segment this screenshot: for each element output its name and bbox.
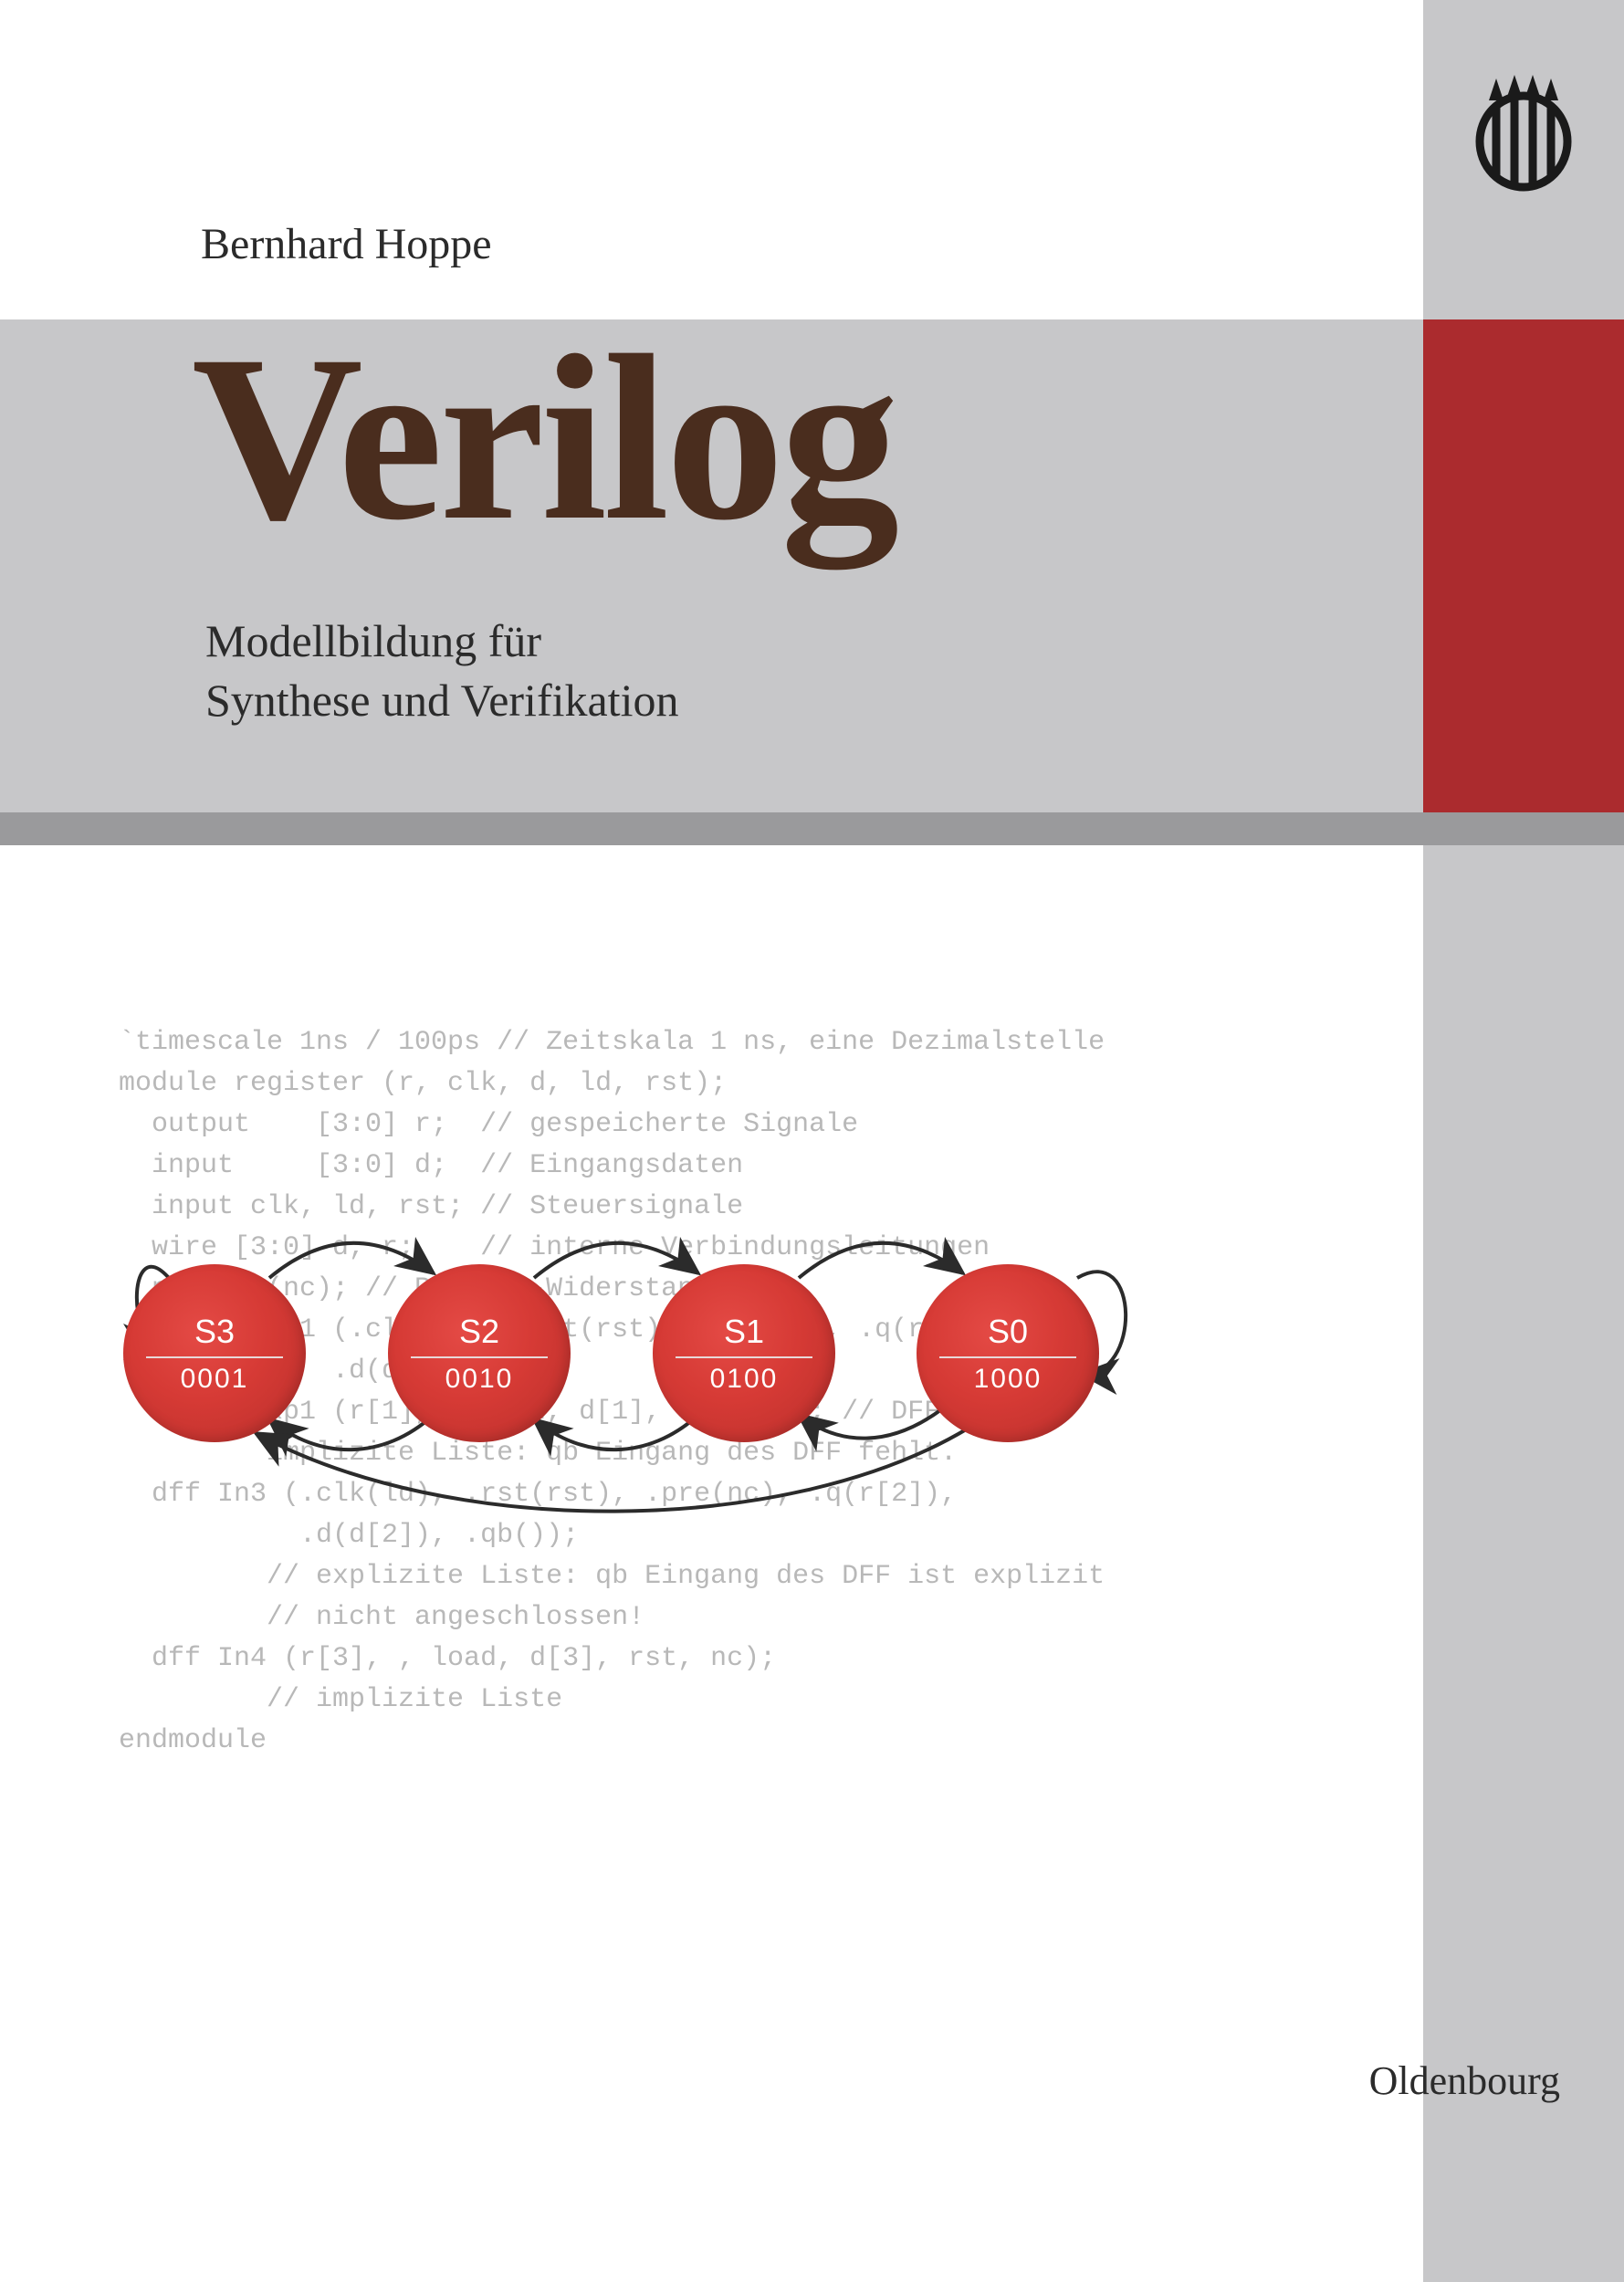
state-s1: S1 0100 xyxy=(653,1264,835,1442)
author-name: Bernhard Hoppe xyxy=(201,219,492,269)
state-divider xyxy=(676,1356,812,1358)
publisher-name: Oldenbourg xyxy=(1369,2057,1560,2104)
state-divider xyxy=(939,1356,1076,1358)
state-label: S2 xyxy=(459,1313,499,1351)
divider-stripe xyxy=(0,812,1624,845)
state-code: 0001 xyxy=(181,1364,249,1395)
subtitle-line-1: Modellbildung für xyxy=(205,615,541,666)
state-divider xyxy=(411,1356,548,1358)
state-label: S1 xyxy=(724,1313,764,1351)
book-title: Verilog xyxy=(192,319,896,557)
state-s2: S2 0010 xyxy=(388,1264,571,1442)
state-code: 1000 xyxy=(974,1364,1043,1395)
state-code: 0010 xyxy=(445,1364,514,1395)
state-diagram: S3 0001 S2 0010 S1 0100 S0 1000 xyxy=(110,1241,1205,1479)
state-code: 0100 xyxy=(710,1364,779,1395)
state-label: S3 xyxy=(194,1313,235,1351)
accent-red-block xyxy=(1423,319,1624,812)
book-subtitle: Modellbildung für Synthese und Verifikat… xyxy=(205,612,678,730)
state-label: S0 xyxy=(988,1313,1028,1351)
publisher-logo xyxy=(1469,73,1578,192)
subtitle-line-2: Synthese und Verifikation xyxy=(205,675,678,726)
state-s0: S0 1000 xyxy=(917,1264,1099,1442)
state-divider xyxy=(146,1356,283,1358)
state-s3: S3 0001 xyxy=(123,1264,306,1442)
